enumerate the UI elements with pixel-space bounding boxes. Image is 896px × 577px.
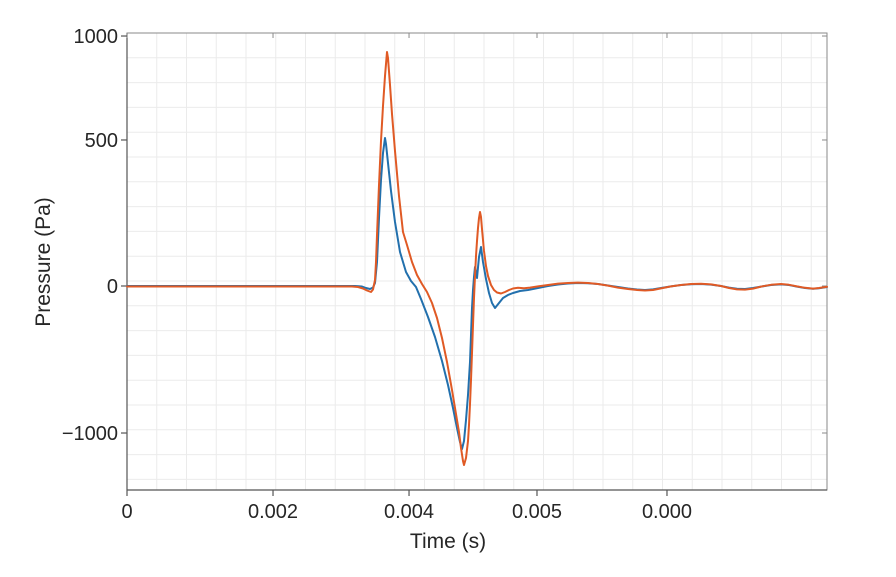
y-tick-label: 0 xyxy=(107,276,118,298)
x-tick-label: 0.000 xyxy=(642,501,692,523)
series-lines xyxy=(126,51,828,466)
series-line-orange xyxy=(126,51,828,466)
x-tick-label: 0.005 xyxy=(512,501,562,523)
x-tick-label: 0.002 xyxy=(248,501,298,523)
y-tick-label: 1000 xyxy=(74,26,119,48)
x-tick-label: 0.004 xyxy=(384,501,434,523)
y-tick-label: 500 xyxy=(85,130,118,152)
y-axis-label: Pressure (Pa) xyxy=(32,197,55,327)
y-tick-label: −1000 xyxy=(62,423,118,445)
axis-ticks xyxy=(121,33,827,496)
grid-lines xyxy=(127,33,827,490)
axes-box xyxy=(126,32,828,491)
x-tick-label: 0 xyxy=(121,501,132,523)
x-axis-label: Time (s) xyxy=(410,530,486,553)
tick-labels: 0 0.002 0.004 0.005 0.000 1000 500 0 −1000 xyxy=(62,26,692,523)
